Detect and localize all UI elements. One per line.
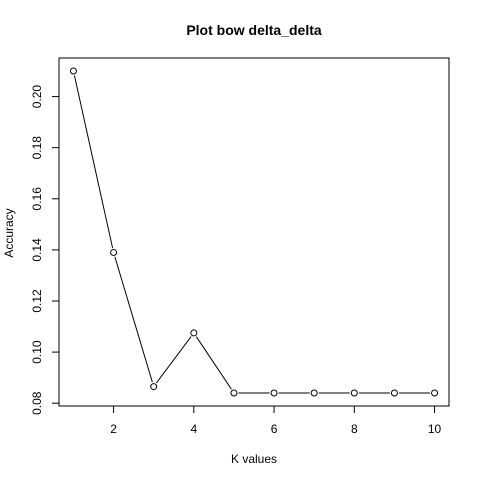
x-tick-label: 6: [271, 422, 278, 436]
data-point: [310, 389, 318, 397]
data-point: [390, 389, 398, 397]
chart-title: Plot bow delta_delta: [186, 22, 322, 38]
data-point: [230, 389, 238, 397]
x-axis-label: K values: [231, 452, 277, 466]
series-line-segment: [195, 336, 232, 390]
series-line-segment: [155, 336, 192, 384]
y-tick-label: 0.12: [30, 289, 44, 313]
data-point: [190, 329, 198, 337]
data-point: [69, 67, 77, 75]
x-axis: 2 4 6 8 10: [110, 405, 442, 436]
series-line-segment: [114, 256, 153, 383]
data-point: [270, 389, 278, 397]
y-tick-label: 0.14: [30, 238, 44, 262]
y-tick-label: 0.20: [30, 85, 44, 109]
y-tick-label: 0.08: [30, 391, 44, 415]
x-tick-label: 8: [351, 422, 358, 436]
data-point: [431, 389, 439, 397]
series-line-segment: [73, 75, 114, 249]
data-point: [150, 383, 158, 391]
data-point: [110, 248, 118, 256]
x-tick-label: 4: [190, 422, 197, 436]
y-tick-label: 0.16: [30, 187, 44, 211]
series-layer: [69, 67, 439, 397]
x-tick-label: 2: [110, 422, 117, 436]
y-axis: 0.08 0.10 0.12 0.14 0.16 0.18 0.20: [30, 85, 60, 415]
data-point: [350, 389, 358, 397]
x-tick-label: 10: [428, 422, 442, 436]
plot-frame: [58, 57, 450, 407]
y-axis-label: Accuracy: [2, 208, 16, 257]
y-tick-label: 0.18: [30, 136, 44, 160]
y-tick-label: 0.10: [30, 340, 44, 364]
